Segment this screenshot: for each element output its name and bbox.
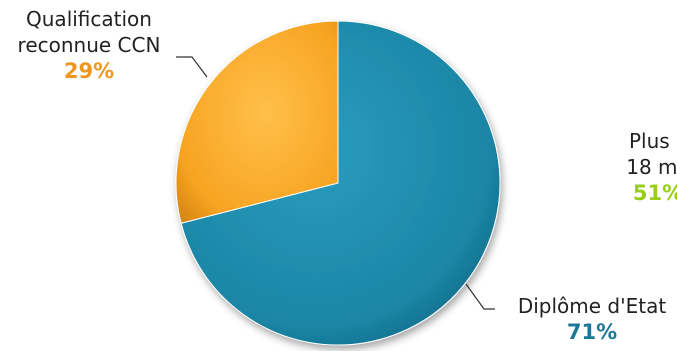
partial-label-line-1: Plus c — [628, 129, 677, 153]
slice-value-qualification: 29% — [63, 59, 115, 83]
slice-value-diplome: 71% — [566, 320, 618, 344]
slice-label-text: Diplôme d'Etat — [517, 294, 667, 318]
partial-label-value: 51% — [632, 181, 677, 205]
leader-line-diplome — [465, 283, 495, 310]
slice-label-diplome: Diplôme d'Etat 71% — [492, 293, 677, 345]
partial-label-plus: Plus c 18 mo 51% — [598, 128, 677, 206]
pie-slice-qualification — [175, 20, 339, 224]
pie-slice-diplome — [180, 20, 501, 346]
leader-line-qualification — [176, 56, 208, 78]
slice-label-line-2: reconnue CCN — [17, 33, 161, 57]
partial-label-line-2: 18 mo — [626, 155, 677, 179]
slice-label-qualification: Qualification reconnue CCN 29% — [0, 6, 178, 84]
slice-label-line-1: Qualification — [26, 7, 152, 31]
